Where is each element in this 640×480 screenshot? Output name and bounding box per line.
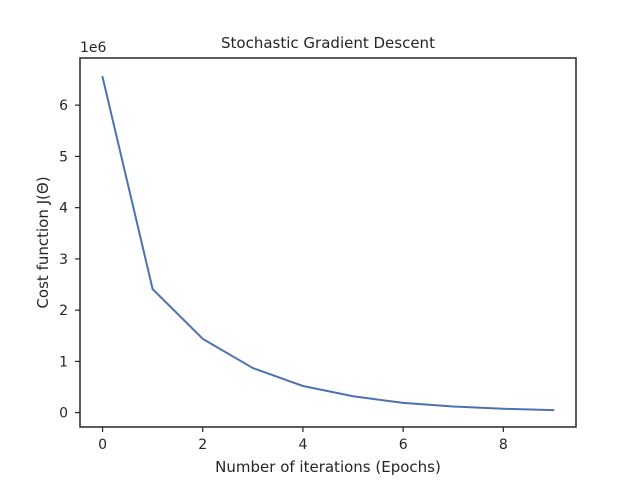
y-tick-label: 5 [59, 149, 68, 165]
y-tick-label: 0 [59, 406, 68, 422]
x-axis-label: Number of iterations (Epochs) [215, 458, 441, 476]
y-tick-label: 1 [59, 354, 68, 370]
y-tick-label: 4 [59, 201, 68, 217]
y-axis-label: Cost function J(Θ) [34, 176, 52, 308]
y-axis-ticks: 0 1 2 3 4 5 6 [59, 98, 80, 422]
x-tick-label: 8 [499, 437, 508, 453]
y-axis-offset-label: 1e6 [80, 40, 107, 56]
series [101, 75, 555, 412]
x-axis-ticks: 0 2 4 6 8 [98, 427, 508, 453]
chart-title: Stochastic Gradient Descent [221, 34, 435, 52]
x-tick-label: 6 [399, 437, 408, 453]
y-tick-label: 6 [59, 98, 68, 114]
series-line [101, 75, 555, 412]
x-tick-label: 0 [98, 437, 107, 453]
y-tick-label: 3 [59, 252, 68, 268]
x-tick-label: 2 [198, 437, 207, 453]
y-tick-label: 2 [59, 303, 68, 319]
x-tick-label: 4 [298, 437, 307, 453]
axes: 0 2 4 6 8 0 1 2 3 4 5 6 [59, 57, 577, 453]
plot-area [79, 57, 577, 428]
